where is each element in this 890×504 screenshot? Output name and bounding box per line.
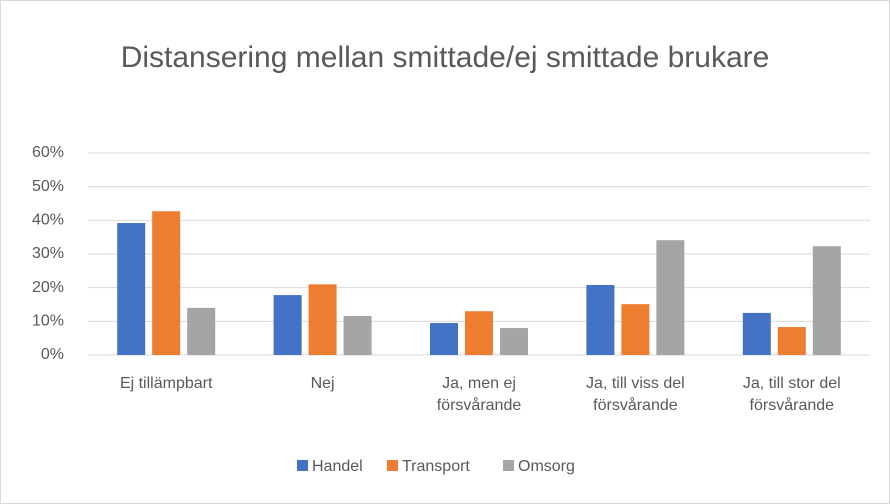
legend-label: Omsorg: [518, 458, 575, 475]
y-tick-label: 10%: [32, 313, 64, 330]
bar: [500, 328, 528, 355]
x-tick-label: Ja, till stor del försvårande: [742, 375, 841, 414]
x-tick-label: Nej: [310, 375, 335, 392]
bar: [152, 211, 181, 355]
bar: [742, 312, 771, 355]
legend-label: Transport: [402, 458, 470, 475]
bar: [812, 246, 841, 355]
x-tick-label: Ja, men ej försvårande: [436, 375, 522, 414]
bar: [656, 240, 685, 355]
bar: [621, 304, 650, 355]
bar: [273, 295, 302, 355]
y-tick-label: 40%: [32, 212, 64, 229]
bar: [187, 307, 216, 355]
x-tick-label: Ej tillämpbart: [119, 375, 213, 392]
legend-label: Handel: [312, 458, 363, 475]
bar: [343, 315, 372, 355]
x-tick-label: Ja, till viss del försvårande: [586, 375, 685, 414]
bar: [117, 223, 146, 355]
bar: [430, 323, 458, 355]
y-tick-label: 20%: [32, 279, 64, 296]
bar: [586, 284, 615, 355]
legend-swatch: [297, 460, 308, 471]
bar: [308, 284, 337, 355]
y-tick-label: 60%: [32, 144, 64, 161]
bar: [465, 311, 493, 355]
y-tick-label: 50%: [32, 178, 64, 195]
bar: [777, 327, 806, 355]
y-tick-label: 30%: [32, 245, 64, 262]
y-tick-label: 0%: [41, 346, 64, 363]
legend-swatch: [387, 460, 398, 471]
legend-swatch: [503, 460, 514, 471]
chart-title: Distansering mellan smittade/ej smittade…: [120, 41, 770, 74]
